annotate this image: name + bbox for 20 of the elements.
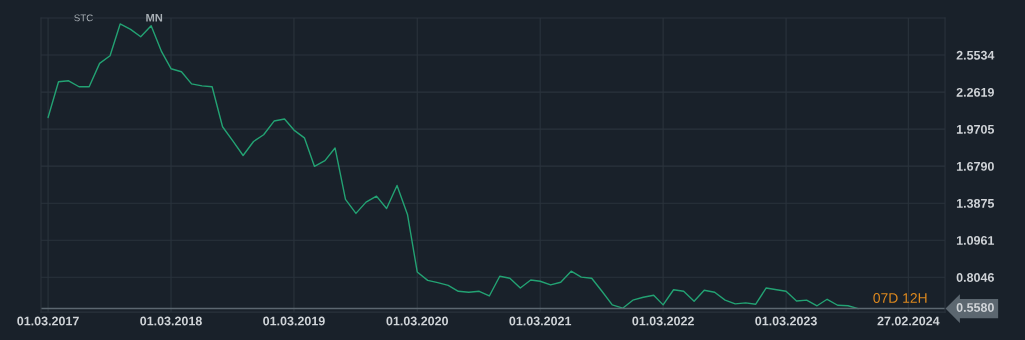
y-tick-label: 1.6790 — [956, 161, 994, 171]
y-tick-label: 1.3875 — [956, 198, 995, 208]
annotation: MN — [146, 13, 163, 22]
y-tick-label: 2.5534 — [956, 50, 995, 60]
annotation: 07D 12H — [873, 293, 927, 303]
ref-line-label: 0.5580 — [956, 303, 994, 312]
x-tick-label: 01.03.2021 — [509, 316, 572, 326]
x-tick-label: 01.03.2017 — [17, 316, 79, 326]
x-tick-label: 01.03.2018 — [140, 316, 202, 326]
x-tick-label: 01.03.2020 — [386, 316, 449, 326]
y-tick-label: 1.0961 — [956, 236, 995, 245]
line-series — [47, 23, 859, 310]
x-tick-label: 01.03.2022 — [632, 316, 694, 326]
y-tick-label: 1.9705 — [956, 124, 995, 134]
annotation: STC — [74, 14, 93, 22]
x-tick-label: 01.03.2019 — [263, 316, 325, 326]
y-tick-label: 0.8046 — [956, 273, 994, 282]
y-tick-label: 2.2619 — [956, 87, 994, 97]
x-tick-label: 27.02.2024 — [877, 316, 940, 326]
x-tick-label: 01.03.2023 — [755, 316, 817, 326]
